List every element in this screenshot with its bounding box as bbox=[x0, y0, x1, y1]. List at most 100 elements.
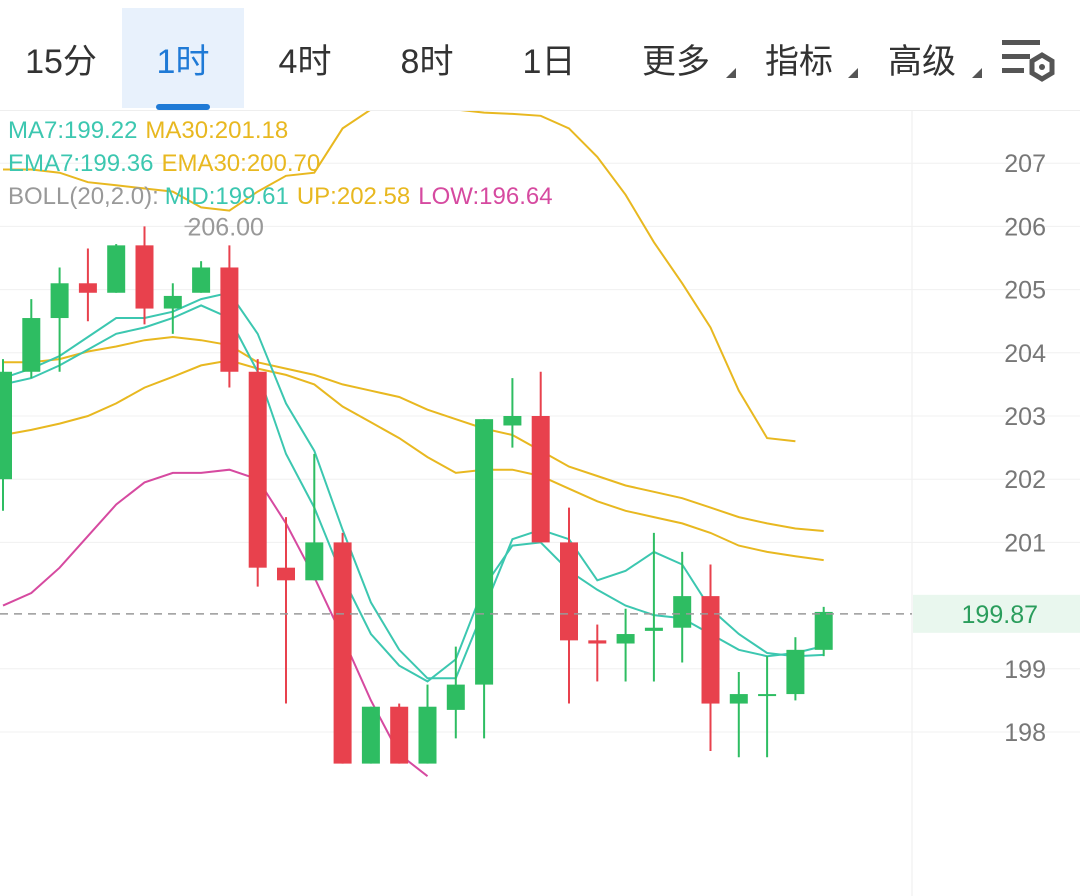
y-tick-label: 199 bbox=[1004, 656, 1046, 684]
candle-body bbox=[361, 706, 380, 764]
y-tick-label: 204 bbox=[1004, 340, 1046, 368]
legend-row-ema: EMA7:199.36 EMA30:200.70 bbox=[8, 150, 320, 177]
candle bbox=[701, 564, 720, 751]
candle bbox=[475, 419, 494, 739]
candle-body bbox=[560, 542, 578, 641]
candle-body bbox=[701, 596, 720, 704]
tab-6[interactable]: 指标 bbox=[738, 8, 860, 108]
line-boll_up bbox=[3, 111, 796, 443]
current-price-badge bbox=[913, 594, 1080, 633]
candle bbox=[758, 656, 777, 758]
candle-body bbox=[814, 611, 833, 650]
candle bbox=[616, 608, 635, 682]
candle bbox=[673, 551, 692, 663]
tab-1[interactable]: 1时 bbox=[122, 8, 244, 110]
candle-body bbox=[758, 694, 777, 697]
candle bbox=[107, 244, 126, 293]
y-tick-label: 205 bbox=[1004, 277, 1046, 305]
candle-body bbox=[644, 627, 663, 631]
ema30-legend-value: 200.70 bbox=[247, 150, 320, 177]
candle bbox=[390, 703, 409, 764]
tab-label: 15分 bbox=[25, 42, 97, 81]
tab-label: 更多 bbox=[642, 42, 710, 81]
candle-body bbox=[531, 416, 550, 543]
tab-label: 4时 bbox=[278, 42, 332, 81]
y-tick-label: 201 bbox=[1004, 529, 1046, 557]
chart-overlays: 206.00 199.87 bbox=[0, 213, 1080, 633]
tab-4[interactable]: 1日 bbox=[488, 8, 610, 108]
ma30-legend-label: MA30: bbox=[145, 117, 214, 144]
ma7-legend-label: MA7: bbox=[8, 117, 64, 144]
candle bbox=[277, 517, 295, 704]
candle bbox=[644, 532, 663, 682]
candle bbox=[0, 359, 12, 511]
candle bbox=[163, 283, 182, 334]
candle-body bbox=[390, 706, 409, 764]
candle bbox=[220, 245, 239, 388]
line-ma30 bbox=[3, 335, 824, 532]
candle bbox=[78, 248, 97, 322]
indicator-legend: MA7:199.22 MA30:201.18 EMA7:199.36 EMA30:2… bbox=[8, 117, 553, 210]
boll-mid-value: 199.61 bbox=[215, 183, 288, 210]
candle bbox=[418, 684, 437, 764]
tab-0[interactable]: 15分 bbox=[0, 8, 122, 108]
ema7-legend-value: 199.36 bbox=[80, 150, 153, 177]
candle-body bbox=[50, 283, 69, 319]
current-price-label: 199.87 bbox=[962, 601, 1038, 629]
candle-body bbox=[277, 567, 295, 581]
candle-body bbox=[503, 416, 522, 426]
tab-7[interactable]: 高级 bbox=[860, 8, 984, 108]
candle bbox=[588, 624, 607, 682]
candle bbox=[22, 299, 41, 379]
candles bbox=[0, 226, 833, 764]
candle bbox=[446, 646, 465, 739]
candle-body bbox=[673, 596, 692, 628]
price-axis: 207 206 205 204 203 202 201 199 198 bbox=[1004, 150, 1046, 747]
candle bbox=[333, 532, 352, 764]
candle-body bbox=[786, 649, 805, 695]
candle bbox=[50, 267, 69, 372]
high-marker-label: 206.00 bbox=[188, 213, 264, 241]
tab-label: 1时 bbox=[156, 42, 210, 81]
chart-settings-icon[interactable] bbox=[1000, 36, 1058, 86]
timeframe-tab-bar: 15分 1时 4时 8时 1日 更多 指标 高级 bbox=[0, 0, 1080, 111]
candle-body bbox=[248, 371, 267, 568]
boll-up-value: 202.58 bbox=[337, 183, 410, 210]
y-tick-label: 206 bbox=[1004, 213, 1046, 241]
candle-body bbox=[22, 318, 41, 372]
tab-3[interactable]: 8时 bbox=[366, 8, 488, 108]
tab-2[interactable]: 4时 bbox=[244, 8, 366, 108]
ma7-legend-value: 199.22 bbox=[64, 117, 137, 144]
candle-body bbox=[192, 267, 211, 293]
candle-body bbox=[78, 283, 97, 293]
ema30-legend-label: EMA30: bbox=[161, 150, 246, 177]
tab-label: 指标 bbox=[765, 42, 833, 81]
candle-body bbox=[305, 542, 324, 581]
candle-body bbox=[220, 267, 239, 372]
candle bbox=[248, 359, 267, 587]
tab-label: 1日 bbox=[522, 42, 576, 81]
line-ma7 bbox=[2, 291, 824, 680]
dropdown-triangle-icon bbox=[726, 68, 736, 78]
tab-5[interactable]: 更多 bbox=[614, 8, 738, 108]
boll-mid-label: MID: bbox=[165, 183, 216, 210]
boll-low-value: 196.64 bbox=[479, 183, 552, 210]
candle-body bbox=[446, 684, 465, 710]
candlestick-chart[interactable]: 206.00 199.87 207 206 205 204 203 202 201 199 198… bbox=[0, 111, 1080, 896]
active-tab-indicator bbox=[156, 104, 210, 110]
candle bbox=[503, 378, 522, 448]
candle bbox=[192, 261, 211, 293]
indicator-lines bbox=[2, 111, 824, 777]
boll-up-label: UP: bbox=[297, 183, 337, 210]
candle-body bbox=[0, 371, 12, 480]
tab-label: 8时 bbox=[400, 42, 454, 81]
candle bbox=[560, 507, 578, 704]
candle bbox=[814, 606, 833, 657]
line-ema7 bbox=[2, 304, 824, 683]
candle-body bbox=[135, 245, 154, 309]
candle-body bbox=[107, 245, 126, 293]
candle-body bbox=[163, 295, 182, 309]
y-tick-label: 203 bbox=[1004, 403, 1046, 431]
line-boll_low bbox=[2, 468, 429, 777]
y-tick-label: 207 bbox=[1004, 150, 1046, 178]
